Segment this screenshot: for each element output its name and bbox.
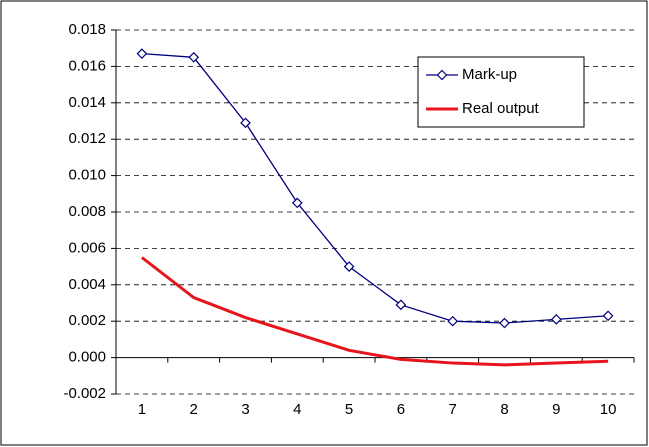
series-line — [141, 53, 609, 324]
data-point — [291, 197, 303, 209]
y-tick-label: 0.012 — [68, 130, 106, 147]
data-point — [188, 51, 200, 63]
x-tick-label: 5 — [345, 401, 353, 418]
x-tick-label: 6 — [397, 401, 405, 418]
y-tick-label: 0.014 — [68, 94, 106, 111]
y-tick-label: 0.008 — [68, 203, 106, 220]
y-tick-label: -0.002 — [63, 385, 106, 402]
x-tick-label: 8 — [500, 401, 508, 418]
x-tick-label: 4 — [293, 401, 301, 418]
y-tick-label: 0.018 — [68, 21, 106, 38]
legend-marker — [436, 69, 448, 81]
x-tick-label: 10 — [600, 401, 617, 418]
data-point — [136, 48, 148, 60]
y-tick-label: 0.000 — [68, 349, 106, 366]
data-point — [447, 315, 459, 327]
legend-label: Real output — [462, 100, 540, 117]
y-tick-label: 0.016 — [68, 57, 106, 74]
x-tick-label: 1 — [138, 401, 146, 418]
data-point — [240, 117, 251, 129]
y-tick-label: 0.004 — [68, 276, 106, 293]
data-point — [499, 317, 510, 329]
data-point — [550, 314, 562, 325]
y-tick-label: 0.002 — [68, 312, 106, 329]
legend-label: Mark-up — [462, 66, 517, 83]
x-tick-label: 2 — [190, 401, 198, 418]
data-point — [602, 310, 614, 322]
x-tick-label: 3 — [241, 401, 249, 418]
y-tick-label: 0.006 — [68, 239, 106, 256]
data-point — [343, 261, 355, 272]
x-tick-label: 7 — [449, 401, 457, 418]
data-point — [395, 299, 407, 311]
y-tick-label: 0.010 — [68, 167, 106, 184]
x-tick-label: 9 — [552, 401, 560, 418]
series-line — [140, 256, 609, 367]
legend-box — [417, 56, 585, 128]
